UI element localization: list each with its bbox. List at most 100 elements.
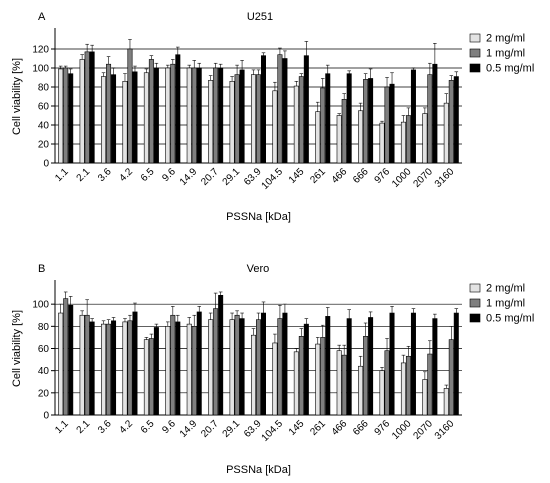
bar <box>427 353 433 416</box>
bar <box>234 314 240 416</box>
y-tick-label: 60 <box>38 344 50 355</box>
bar <box>218 294 224 416</box>
x-tick-label: 1.1 <box>53 418 71 436</box>
legend-label: 0.5 mg/ml <box>486 313 534 325</box>
bar <box>363 79 369 164</box>
bar <box>272 90 278 164</box>
bar <box>234 74 240 164</box>
x-tick-label: 6.5 <box>139 418 157 436</box>
bar <box>443 388 449 416</box>
x-tick-label: 2070 <box>411 166 435 190</box>
bar <box>400 121 406 164</box>
x-tick-label: 466 <box>330 418 350 438</box>
bar <box>213 308 219 416</box>
y-axis-label: Cell viability [%] <box>11 310 23 387</box>
x-tick-label: 3.6 <box>96 418 114 436</box>
bar <box>191 326 197 416</box>
y-tick-label: 120 <box>32 45 49 56</box>
bar <box>127 48 133 164</box>
bar <box>148 338 154 416</box>
bar <box>251 334 257 416</box>
bar <box>196 67 202 164</box>
bar <box>368 317 374 416</box>
bar <box>213 67 219 164</box>
bar <box>448 80 454 164</box>
bar <box>282 312 288 416</box>
bar <box>427 74 433 164</box>
y-tick-label: 80 <box>38 322 50 333</box>
bar <box>255 74 261 164</box>
legend-label: 2 mg/ml <box>486 283 525 295</box>
bar <box>389 83 395 164</box>
bar <box>251 74 257 164</box>
bar <box>132 311 138 416</box>
bar <box>272 342 278 416</box>
chart-title: U251 <box>247 11 273 23</box>
x-tick-label: 29.1 <box>221 418 243 440</box>
bar <box>170 63 176 164</box>
bar <box>63 298 69 416</box>
bar <box>410 312 416 416</box>
x-tick-label: 145 <box>287 166 307 186</box>
x-tick-label: 14.9 <box>178 166 200 188</box>
bar <box>165 326 171 416</box>
x-tick-label: 4.2 <box>117 166 135 184</box>
x-tick-label: 3160 <box>433 418 457 442</box>
x-tick-label: 666 <box>351 418 371 438</box>
x-axis-label: PSSNa [kDa] <box>226 211 291 223</box>
panel-letter: B <box>38 263 45 275</box>
x-tick-label: 9.6 <box>160 166 178 184</box>
bar <box>303 55 309 164</box>
bar <box>298 336 304 416</box>
bar <box>282 58 288 164</box>
bar <box>368 78 374 164</box>
panel-a-chart: 0 20 40 60 80 100 120 1.1 2.1 3.6 4.2 6.5 9.6 14.9 20.… <box>11 11 534 223</box>
x-tick-label: 4.2 <box>117 418 135 436</box>
bar <box>443 102 449 164</box>
bar <box>170 314 176 416</box>
bar <box>58 312 64 416</box>
bar <box>422 379 428 416</box>
x-tick-label: 3160 <box>433 166 457 190</box>
y-tick-label: 100 <box>32 300 49 311</box>
bar <box>229 319 235 416</box>
bar <box>186 323 192 416</box>
bar <box>400 362 406 416</box>
legend-swatch <box>469 48 481 58</box>
x-tick-label: 261 <box>308 418 328 438</box>
bar <box>148 59 154 164</box>
bar <box>384 350 390 416</box>
bar <box>122 321 128 416</box>
bar <box>293 351 299 416</box>
legend-swatch <box>469 313 481 323</box>
bar <box>379 370 385 416</box>
x-tick-label: 261 <box>308 166 328 186</box>
bar <box>336 115 342 164</box>
y-tick-label: 20 <box>38 140 50 151</box>
y-tick-label: 40 <box>38 121 50 132</box>
x-tick-label: 20.7 <box>199 418 221 440</box>
bar <box>315 343 321 416</box>
bar <box>68 73 74 164</box>
legend-swatch <box>469 33 481 43</box>
bar <box>448 339 454 416</box>
y-tick-label: 100 <box>32 64 49 75</box>
bar <box>111 74 117 164</box>
bar <box>277 318 283 416</box>
bar <box>422 113 428 164</box>
x-tick-label: 2070 <box>411 418 435 442</box>
bar <box>175 321 181 416</box>
bar <box>405 355 411 416</box>
bar <box>196 311 202 416</box>
bar <box>111 320 117 416</box>
legend-swatch <box>469 298 481 308</box>
bar <box>303 323 309 416</box>
bar <box>255 319 261 416</box>
bar <box>68 304 74 416</box>
x-tick-label: 29.1 <box>221 166 243 188</box>
bar <box>218 67 224 164</box>
bar <box>341 354 347 416</box>
y-axis-label: Cell viability [%] <box>11 58 23 135</box>
bar <box>325 73 331 164</box>
legend-swatch <box>469 63 481 73</box>
